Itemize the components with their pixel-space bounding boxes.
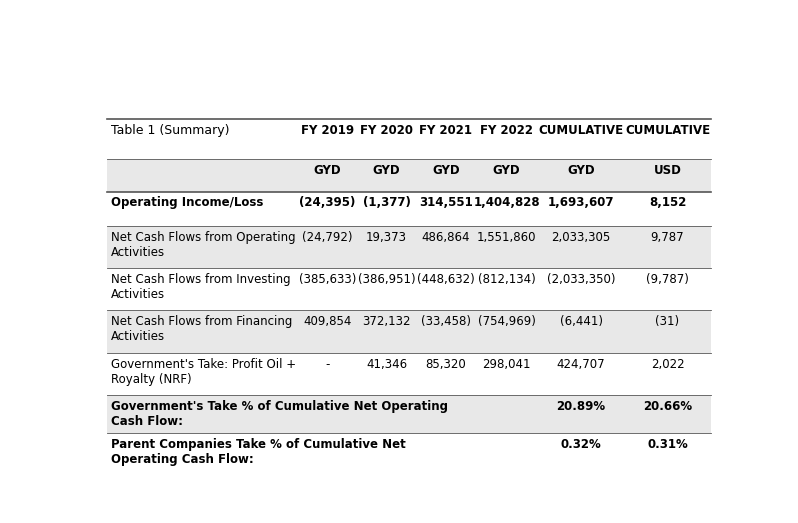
Bar [107, 191, 711, 226]
Text: GYD: GYD [432, 164, 460, 177]
Text: 2,033,305: 2,033,305 [551, 231, 610, 244]
Text: GYD: GYD [567, 164, 595, 177]
Bar [107, 311, 711, 353]
Text: (24,395): (24,395) [299, 197, 356, 209]
Text: Net Cash Flows from Financing
Activities: Net Cash Flows from Financing Activities [111, 315, 292, 343]
Text: 314,551: 314,551 [419, 197, 472, 209]
Text: Government's Take % of Cumulative Net Operating
Cash Flow:: Government's Take % of Cumulative Net Op… [111, 400, 448, 428]
Text: 409,854: 409,854 [303, 315, 351, 328]
Text: 9,787: 9,787 [650, 231, 685, 244]
Text: (31): (31) [655, 315, 680, 328]
Bar [107, 226, 711, 268]
Text: FY 2020: FY 2020 [360, 124, 413, 137]
Bar [107, 353, 711, 395]
Text: Parent Companies Take % of Cumulative Net
Operating Cash Flow:: Parent Companies Take % of Cumulative Ne… [111, 438, 405, 466]
Text: 20.89%: 20.89% [556, 400, 606, 413]
Text: 19,373: 19,373 [366, 231, 407, 244]
Text: 2,022: 2,022 [650, 358, 685, 370]
Text: CUMULATIVE: CUMULATIVE [539, 124, 623, 137]
Text: (6,441): (6,441) [559, 315, 602, 328]
Text: 486,864: 486,864 [421, 231, 470, 244]
Text: FY 2021: FY 2021 [420, 124, 472, 137]
Text: Net Cash Flows from Investing
Activities: Net Cash Flows from Investing Activities [111, 273, 290, 301]
Text: Operating Income/Loss: Operating Income/Loss [111, 197, 263, 209]
Text: (9,787): (9,787) [646, 273, 689, 286]
Text: Net Cash Flows from Operating
Activities: Net Cash Flows from Operating Activities [111, 231, 295, 259]
Bar [107, 160, 711, 191]
Text: 298,041: 298,041 [483, 358, 531, 370]
Bar [107, 395, 711, 433]
Text: GYD: GYD [373, 164, 401, 177]
Text: 85,320: 85,320 [425, 358, 466, 370]
Text: 1,551,860: 1,551,860 [477, 231, 536, 244]
Text: 1,693,607: 1,693,607 [547, 197, 614, 209]
Text: GYD: GYD [493, 164, 520, 177]
Text: GYD: GYD [314, 164, 341, 177]
Text: FY 2022: FY 2022 [480, 124, 533, 137]
Bar [107, 433, 711, 473]
Text: (812,134): (812,134) [478, 273, 535, 286]
Text: (754,969): (754,969) [478, 315, 535, 328]
Text: 424,707: 424,707 [557, 358, 606, 370]
Text: 0.32%: 0.32% [561, 438, 602, 451]
Text: Table 1 (Summary): Table 1 (Summary) [111, 124, 229, 137]
Text: CUMULATIVE: CUMULATIVE [625, 124, 710, 137]
Text: Government's Take: Profit Oil +
Royalty (NRF): Government's Take: Profit Oil + Royalty … [111, 358, 296, 385]
Text: (448,632): (448,632) [417, 273, 475, 286]
Text: (386,951): (386,951) [358, 273, 416, 286]
Text: 8,152: 8,152 [649, 197, 686, 209]
Text: (385,633): (385,633) [298, 273, 356, 286]
Text: 372,132: 372,132 [362, 315, 411, 328]
Text: 41,346: 41,346 [366, 358, 407, 370]
Text: USD: USD [654, 164, 681, 177]
Text: FY 2019: FY 2019 [301, 124, 354, 137]
Bar [107, 268, 711, 311]
Bar [107, 119, 711, 160]
Text: 20.66%: 20.66% [643, 400, 692, 413]
Text: 0.31%: 0.31% [647, 438, 688, 451]
Text: (2,033,350): (2,033,350) [547, 273, 615, 286]
Text: (1,377): (1,377) [362, 197, 410, 209]
Text: (24,792): (24,792) [302, 231, 353, 244]
Text: (33,458): (33,458) [421, 315, 471, 328]
Text: 1,404,828: 1,404,828 [473, 197, 540, 209]
Text: -: - [325, 358, 330, 370]
